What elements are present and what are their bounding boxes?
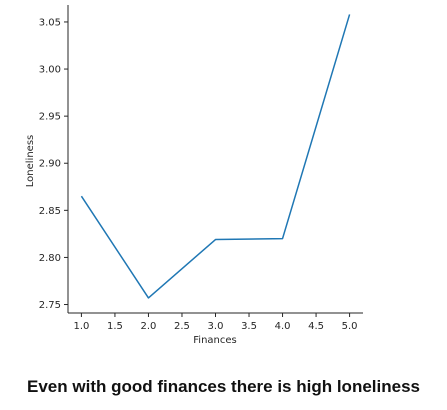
x-tick-label: 5.0: [342, 321, 358, 332]
x-axis-label: Finances: [193, 335, 236, 346]
y-tick-label: 2.80: [39, 253, 61, 264]
x-tick-label: 3.5: [241, 321, 257, 332]
chart-caption: Even with good finances there is high lo…: [27, 377, 420, 396]
y-tick-label: 2.85: [39, 206, 61, 217]
x-tick-label: 4.5: [308, 321, 324, 332]
x-tick-label: 1.0: [73, 321, 89, 332]
y-tick-label: 2.75: [39, 300, 61, 311]
y-tick-label: 3.00: [39, 65, 61, 76]
y-axis-label: Loneliness: [25, 135, 36, 187]
line-chart: 1.0 1.5 2.0 2.5 3.0 3.5 4.0 4.5 5.0 2.75 2.80 2.85…: [25, 5, 363, 346]
y-tick-label: 2.90: [39, 159, 61, 170]
y-tick-label: 3.05: [39, 17, 61, 28]
x-tick-label: 2.5: [174, 321, 190, 332]
x-tick-label: 1.5: [107, 321, 123, 332]
chart-series: [80, 14, 351, 299]
y-tick-label: 2.95: [39, 112, 61, 123]
x-axis-ticks: 1.0 1.5 2.0 2.5 3.0 3.5 4.0 4.5 5.0: [73, 313, 358, 332]
y-axis-ticks: 2.75 2.80 2.85 2.90 2.95 3.00 3.05: [39, 17, 68, 311]
series-line: [80, 14, 351, 299]
x-tick-label: 4.0: [275, 321, 291, 332]
chart-axes: [67, 5, 363, 314]
x-tick-label: 3.0: [208, 321, 224, 332]
x-tick-label: 2.0: [141, 321, 157, 332]
